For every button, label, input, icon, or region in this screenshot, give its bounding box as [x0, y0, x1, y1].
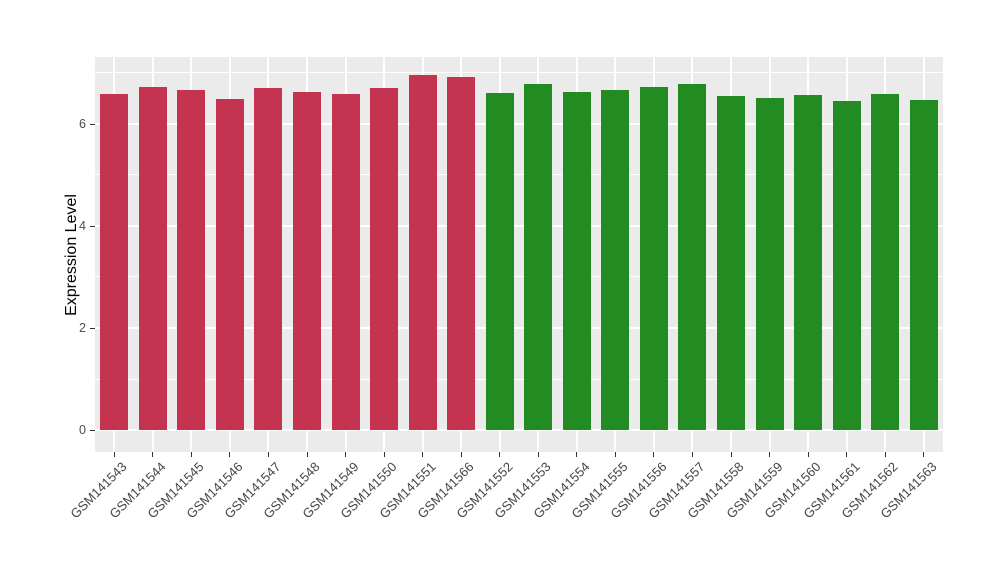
x-tick-mark [807, 452, 809, 457]
x-tick-mark [460, 452, 462, 457]
bar-GSM141561 [832, 100, 861, 431]
bar-GSM141562 [871, 94, 900, 431]
y-tick-mark [90, 430, 95, 432]
bar-GSM141552 [485, 92, 514, 431]
bar-GSM141548 [293, 91, 321, 431]
x-tick-mark [229, 452, 231, 457]
bar-GSM141549 [331, 94, 360, 431]
x-tick-mark [267, 452, 269, 457]
plot-panel [95, 57, 943, 452]
y-tick-label: 2 [79, 320, 86, 335]
y-tick-mark [90, 327, 95, 329]
minor-gridline [95, 72, 943, 74]
x-tick-mark [923, 452, 925, 457]
y-axis-title-text: Expression Level [63, 193, 80, 316]
y-tick-label: 4 [79, 218, 86, 233]
minor-gridline [95, 378, 943, 380]
bar-GSM141566 [447, 76, 476, 431]
y-tick-label: 0 [79, 423, 86, 438]
bar-GSM141546 [215, 99, 244, 431]
bar-GSM141547 [254, 88, 283, 431]
x-tick-mark [345, 452, 347, 457]
x-tick-mark [383, 452, 385, 457]
bar-GSM141555 [601, 89, 630, 431]
bar-GSM141556 [639, 87, 668, 431]
x-tick-mark [537, 452, 539, 457]
x-tick-mark [653, 452, 655, 457]
bar-GSM141545 [177, 89, 206, 431]
y-tick-mark [90, 225, 95, 227]
major-gridline [95, 122, 943, 125]
x-tick-mark [846, 452, 848, 457]
x-tick-mark [769, 452, 771, 457]
bar-GSM141553 [524, 83, 553, 431]
bar-GSM141551 [408, 75, 437, 431]
bar-GSM141557 [678, 84, 707, 431]
x-tick-mark [113, 452, 115, 457]
x-tick-mark [691, 452, 693, 457]
minor-gridline [95, 174, 943, 176]
major-gridline [95, 224, 943, 227]
x-tick-mark [499, 452, 501, 457]
bar-GSM141559 [755, 97, 784, 431]
major-gridline [95, 326, 943, 329]
x-tick-mark [614, 452, 616, 457]
x-tick-mark [884, 452, 886, 457]
bar-GSM141544 [138, 86, 167, 431]
x-tick-mark [306, 452, 308, 457]
x-tick-mark [152, 452, 154, 457]
bar-GSM141560 [794, 94, 823, 431]
bar-GSM141563 [909, 100, 938, 431]
x-tick-mark [422, 452, 424, 457]
bar-GSM141550 [370, 87, 399, 431]
bar-GSM141554 [562, 91, 591, 431]
bar-GSM141558 [717, 95, 745, 431]
bar-GSM141543 [100, 93, 129, 431]
major-gridline [95, 429, 943, 432]
x-tick-mark [190, 452, 192, 457]
x-tick-mark [576, 452, 578, 457]
y-tick-label: 6 [79, 116, 86, 131]
y-tick-mark [90, 123, 95, 125]
x-tick-mark [730, 452, 732, 457]
minor-gridline [95, 276, 943, 278]
